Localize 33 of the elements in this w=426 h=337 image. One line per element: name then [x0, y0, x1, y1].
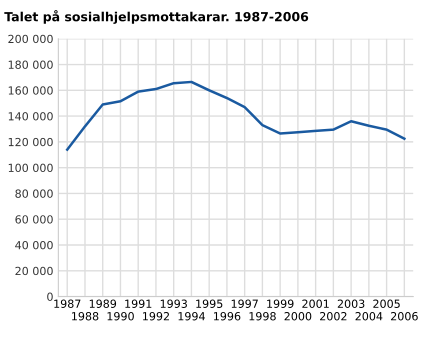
x-tick-label: 2002 [320, 312, 346, 320]
y-tick-label: 20 000 [15, 266, 53, 276]
y-tick-label: 100 000 [8, 164, 53, 172]
x-tick-label: 1989 [90, 300, 116, 308]
x-tick-label: 2005 [373, 300, 400, 308]
y-tick-label: 40 000 [15, 240, 53, 250]
x-tick-label: 2006 [391, 312, 418, 320]
x-tick-label: 1991 [125, 300, 152, 308]
x-tick-label: 1990 [108, 312, 134, 320]
y-tick-label: 0 [47, 292, 53, 301]
y-tick-label: 160 000 [8, 86, 53, 95]
x-tick-label: 1992 [143, 312, 169, 320]
y-tick-label: 140 000 [8, 112, 53, 120]
x-tick-label: 1998 [249, 312, 276, 320]
chart-title: Talet på sosialhjelpsmottakarar. 1987-2006 [4, 10, 308, 24]
y-tick-label: 60 000 [15, 215, 53, 224]
x-tick-label: 1993 [160, 300, 187, 308]
y-tick-label: 180 000 [8, 60, 53, 69]
x-tick-label: 1996 [214, 312, 240, 320]
x-tick-label: 2003 [338, 300, 364, 308]
x-tick-label: 2004 [356, 312, 382, 320]
x-tick-label: 1999 [267, 300, 294, 308]
x-tick-label: 2001 [302, 300, 329, 308]
x-tick-label: 1995 [196, 300, 222, 308]
y-tick-label: 120 000 [8, 138, 53, 146]
x-tick-label: 1997 [232, 300, 258, 308]
y-tick-label: 200 000 [8, 34, 53, 44]
y-tick-label: 80 000 [15, 189, 53, 198]
x-tick-label: 2000 [284, 312, 312, 320]
x-tick-label: 1994 [178, 312, 205, 320]
line-series [66, 80, 406, 151]
x-tick-label: 1987 [54, 300, 80, 308]
x-tick-label: 1988 [72, 312, 98, 320]
